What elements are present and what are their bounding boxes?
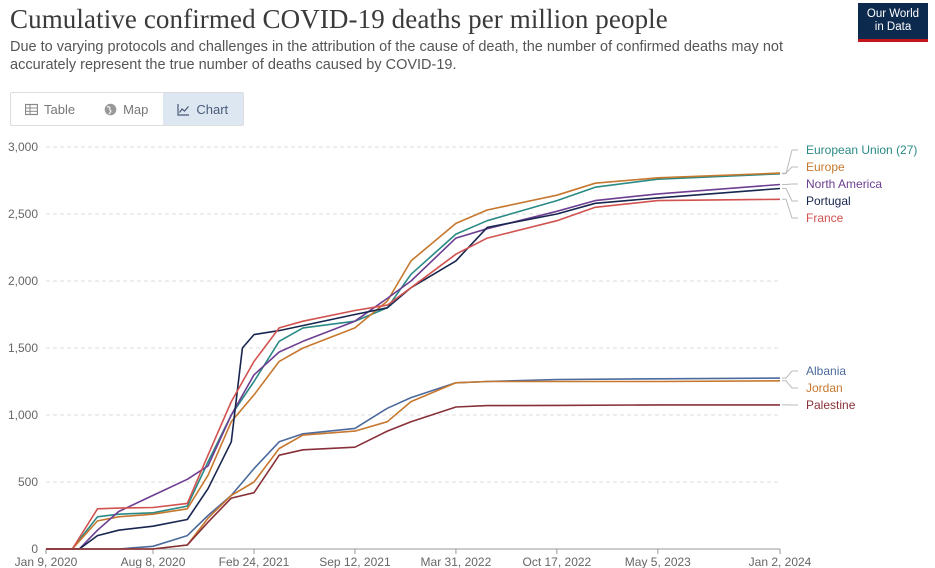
y-tick-label: 1,000 (8, 408, 38, 422)
series-line-european-union-27[interactable] (46, 173, 781, 550)
legend-label[interactable]: Albania (806, 364, 846, 378)
legend-label[interactable]: European Union (27) (806, 143, 917, 157)
series-line-palestine[interactable] (46, 404, 780, 550)
y-tick-label: 2,000 (8, 274, 38, 288)
legend-label[interactable]: Palestine (806, 398, 856, 412)
tab-map[interactable]: Map (90, 93, 163, 125)
chart-subtitle: Due to varying protocols and challenges … (10, 39, 783, 73)
legend-label[interactable]: France (806, 211, 844, 225)
x-tick-label: Mar 31, 2022 (421, 555, 492, 568)
chart-title: Cumulative confirmed COVID-19 deaths per… (10, 4, 668, 34)
x-tick-label: Jan 9, 2020 (15, 555, 78, 568)
y-tick-label: 2,500 (8, 207, 38, 221)
x-tick-label: May 5, 2023 (625, 555, 691, 568)
legend-label[interactable]: Jordan (806, 381, 843, 395)
x-tick-label: Aug 8, 2020 (121, 555, 186, 568)
logo-accent-bar (858, 39, 928, 42)
view-tabs: Table Map Chart (10, 92, 245, 126)
line-chart-icon (177, 103, 190, 116)
legend-connector (782, 370, 798, 379)
x-tick-label: Feb 24, 2021 (219, 555, 290, 568)
y-tick-label: 1,500 (8, 341, 38, 355)
legend-label[interactable]: Portugal (806, 194, 851, 208)
y-tick-label: 0 (31, 542, 38, 556)
series-line-europe[interactable] (46, 172, 781, 550)
legend-connector (782, 166, 798, 174)
globe-icon (104, 103, 117, 115)
series-line-north-america[interactable] (46, 183, 781, 550)
table-icon (25, 103, 38, 115)
legend-label[interactable]: Europe (806, 160, 845, 174)
logo-line-2: in Data (874, 21, 912, 33)
legend-connector (782, 149, 798, 175)
legend-connector (782, 380, 798, 389)
legend-label[interactable]: North America (806, 177, 882, 191)
series-line-albania[interactable] (46, 377, 781, 550)
x-tick-label: Oct 17, 2022 (523, 555, 592, 568)
y-tick-label: 3,000 (8, 140, 38, 154)
series-line-france[interactable] (46, 198, 781, 550)
y-tick-label: 500 (18, 475, 38, 489)
x-tick-label: Sep 12, 2021 (319, 555, 391, 568)
legend-connector (782, 188, 798, 202)
owid-logo[interactable]: Our World in Data (858, 3, 928, 42)
tab-table-label: Table (44, 101, 76, 117)
legend-connector (782, 183, 798, 185)
legend-connector (782, 198, 798, 219)
tab-map-label: Map (123, 101, 149, 117)
tab-chart-label: Chart (196, 101, 229, 117)
series-line-jordan[interactable] (46, 380, 781, 550)
x-tick-label: Jan 2, 2024 (749, 555, 812, 568)
series-line-portugal[interactable] (46, 187, 781, 550)
tab-table[interactable]: Table (11, 93, 90, 125)
tab-chart[interactable]: Chart (163, 93, 244, 125)
line-chart: 0 500 1,000 1,500 2,000 2,500 3,000 Jan 9, 2020… (8, 140, 917, 568)
logo-line-1: Our World (866, 8, 920, 20)
